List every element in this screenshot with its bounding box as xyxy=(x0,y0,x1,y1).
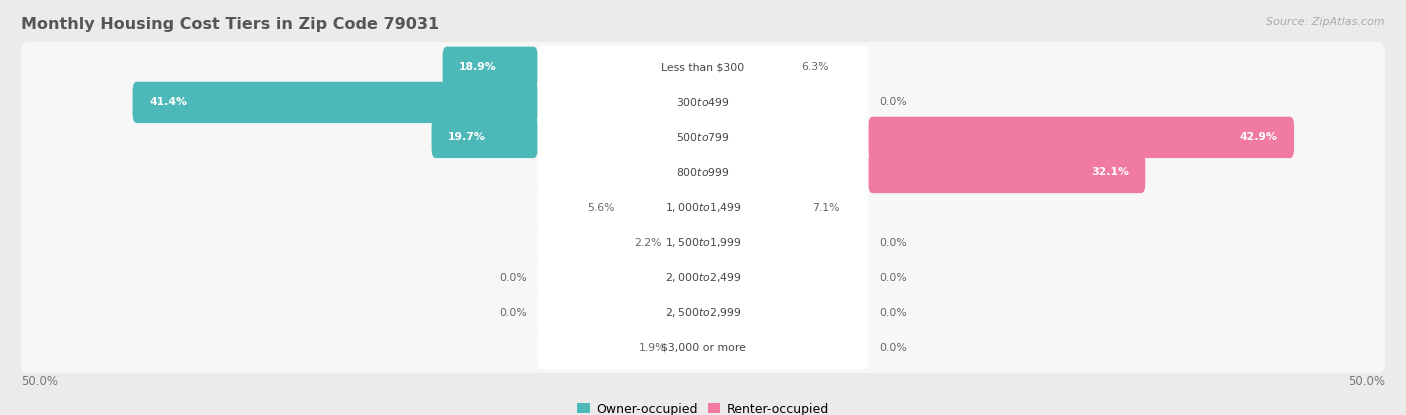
Text: 2.2%: 2.2% xyxy=(634,237,662,247)
Text: 32.1%: 32.1% xyxy=(1091,168,1129,178)
Text: 42.9%: 42.9% xyxy=(1240,132,1278,142)
Text: $300 to $499: $300 to $499 xyxy=(676,96,730,108)
FancyBboxPatch shape xyxy=(537,291,869,334)
Text: $1,500 to $1,999: $1,500 to $1,999 xyxy=(665,236,741,249)
Text: $2,000 to $2,499: $2,000 to $2,499 xyxy=(665,271,741,284)
FancyBboxPatch shape xyxy=(537,46,869,89)
Text: Monthly Housing Cost Tiers in Zip Code 79031: Monthly Housing Cost Tiers in Zip Code 7… xyxy=(21,17,439,32)
Text: 5.6%: 5.6% xyxy=(588,203,614,212)
FancyBboxPatch shape xyxy=(537,151,869,194)
Text: 1.9%: 1.9% xyxy=(638,343,666,353)
FancyBboxPatch shape xyxy=(537,221,869,264)
FancyBboxPatch shape xyxy=(537,81,869,124)
Text: 18.9%: 18.9% xyxy=(460,62,496,72)
Text: $2,500 to $2,999: $2,500 to $2,999 xyxy=(665,306,741,319)
Text: 41.4%: 41.4% xyxy=(149,98,187,107)
Text: $1,000 to $1,499: $1,000 to $1,499 xyxy=(665,201,741,214)
FancyBboxPatch shape xyxy=(132,82,537,123)
FancyBboxPatch shape xyxy=(21,322,1385,373)
Text: 0.0%: 0.0% xyxy=(879,98,907,107)
Text: 19.7%: 19.7% xyxy=(449,132,486,142)
Text: 0.0%: 0.0% xyxy=(879,343,907,353)
Text: $800 to $999: $800 to $999 xyxy=(676,166,730,178)
Text: $500 to $799: $500 to $799 xyxy=(676,132,730,144)
FancyBboxPatch shape xyxy=(869,117,1294,158)
Text: 6.3%: 6.3% xyxy=(801,62,828,72)
Text: Less than $300: Less than $300 xyxy=(661,62,745,72)
FancyBboxPatch shape xyxy=(537,326,869,369)
Text: 0.0%: 0.0% xyxy=(499,308,527,317)
Legend: Owner-occupied, Renter-occupied: Owner-occupied, Renter-occupied xyxy=(578,403,828,415)
Text: 0.0%: 0.0% xyxy=(879,273,907,283)
Text: 7.1%: 7.1% xyxy=(811,203,839,212)
FancyBboxPatch shape xyxy=(21,77,1385,127)
Text: 10.3%: 10.3% xyxy=(578,168,616,178)
FancyBboxPatch shape xyxy=(21,182,1385,233)
FancyBboxPatch shape xyxy=(432,117,537,158)
FancyBboxPatch shape xyxy=(21,288,1385,338)
FancyBboxPatch shape xyxy=(21,252,1385,303)
Text: 50.0%: 50.0% xyxy=(21,375,58,388)
Text: 50.0%: 50.0% xyxy=(1348,375,1385,388)
Text: 0.0%: 0.0% xyxy=(879,237,907,247)
FancyBboxPatch shape xyxy=(869,152,1146,193)
FancyBboxPatch shape xyxy=(537,116,869,159)
Text: $3,000 or more: $3,000 or more xyxy=(661,343,745,353)
FancyBboxPatch shape xyxy=(537,256,869,299)
Text: 0.0%: 0.0% xyxy=(879,308,907,317)
FancyBboxPatch shape xyxy=(443,46,537,88)
FancyBboxPatch shape xyxy=(537,186,869,229)
Text: 0.0%: 0.0% xyxy=(499,273,527,283)
FancyBboxPatch shape xyxy=(21,42,1385,93)
Text: Source: ZipAtlas.com: Source: ZipAtlas.com xyxy=(1267,17,1385,27)
FancyBboxPatch shape xyxy=(21,147,1385,198)
FancyBboxPatch shape xyxy=(21,217,1385,268)
FancyBboxPatch shape xyxy=(21,112,1385,163)
